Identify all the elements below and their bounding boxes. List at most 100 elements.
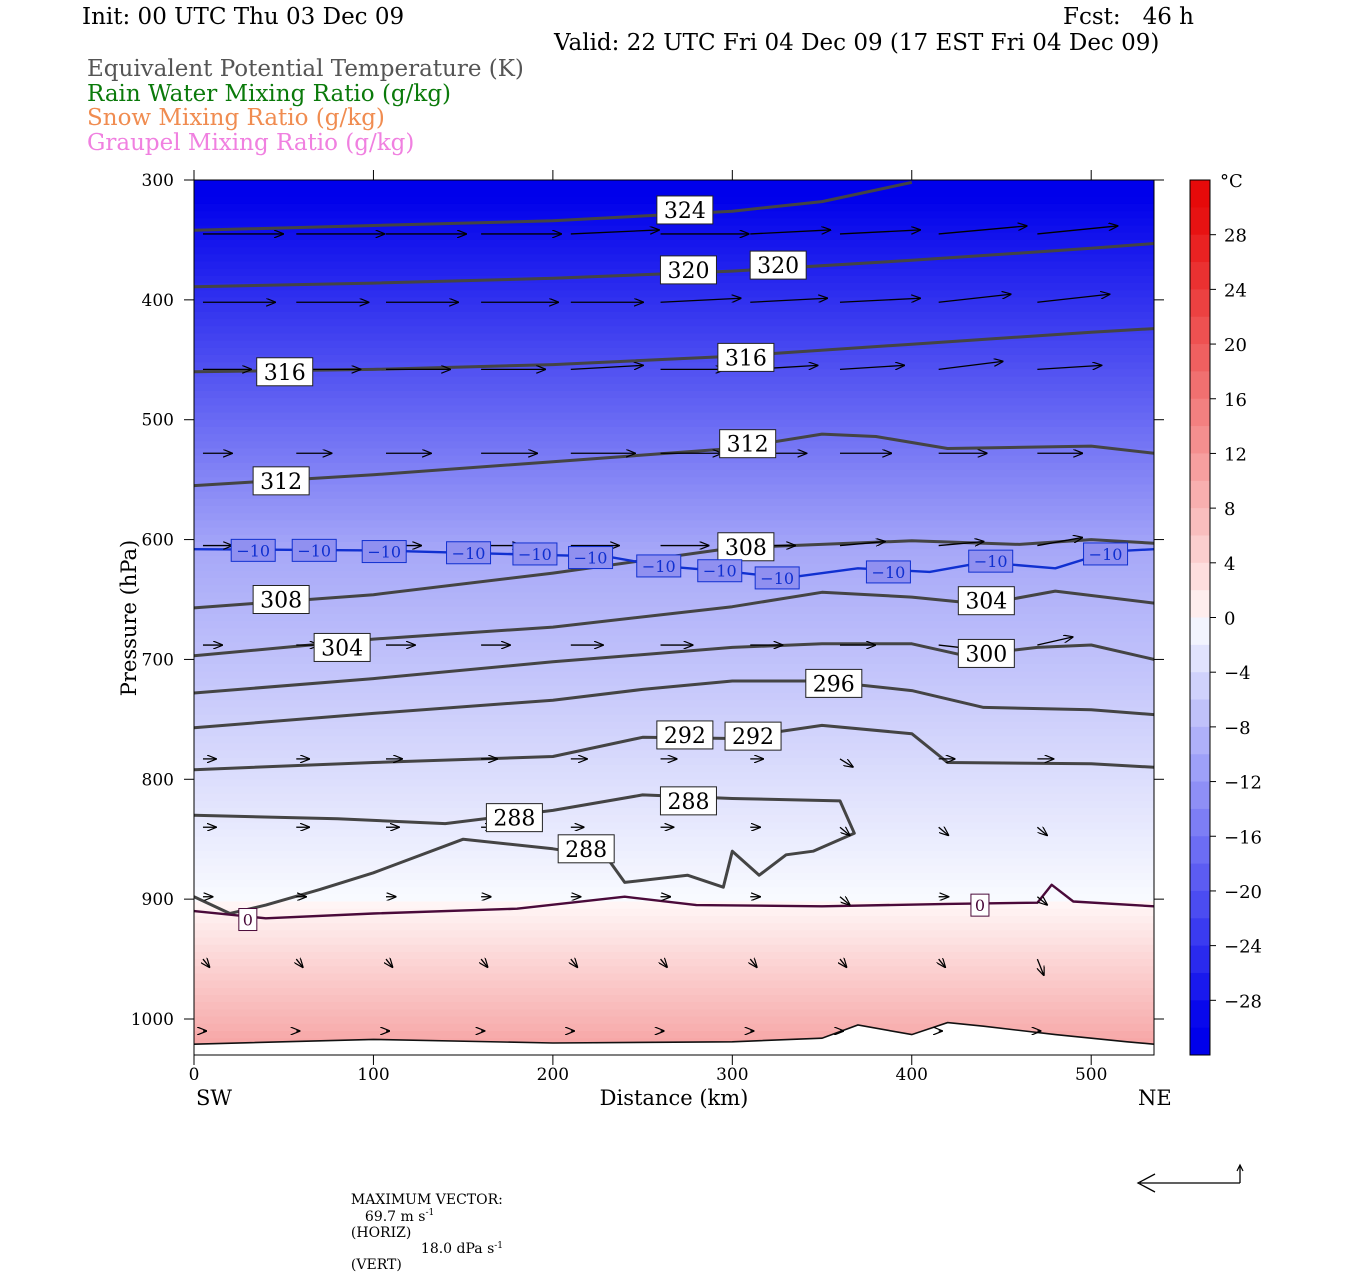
contour-label: 288 [565,838,607,863]
colorbar-segment [1190,890,1210,919]
colorbar-segment [1190,808,1210,837]
horiz-exp: -1 [425,1208,435,1218]
colorbar-segment [1190,426,1210,454]
contour-label-box [656,195,714,225]
temperature-label: −10 [367,543,401,562]
contour-label: 292 [732,725,774,750]
temperature-label: −10 [574,549,608,568]
contour-label: 300 [965,642,1007,667]
temperature-label: −10 [452,544,486,563]
contour-label-box [717,532,775,562]
temperature-band [194,915,1154,924]
temperature-label: −10 [760,569,794,588]
contour-label: 308 [725,536,767,561]
wind-arrow [750,230,830,235]
temperature-label: −10 [642,557,676,576]
wind-arrow [938,542,984,546]
horiz-tag: (HORIZ) [350,1224,412,1241]
y-tick-label: 700 [142,650,174,670]
temperature-band [194,966,1154,975]
vert-exp: -1 [494,1240,504,1251]
temperature-label-box [291,538,337,562]
wind-arrow [839,298,920,303]
colorbar-segment [1190,699,1210,728]
contour-label-box [252,466,310,496]
temperature-label-box [968,549,1014,573]
temperature-band [194,1023,1154,1032]
cross-section-chart: 324 320 320 316 316 312 312 308 308 304 304 300 296 2… [117,170,1262,1193]
wind-arrow [1037,637,1072,646]
valid-time-label: Valid: 22 UTC Fri 04 Dec 09 (17 EST Fri … [554,30,1160,56]
wind-arrow [839,827,850,835]
temperature-label-box [1083,542,1129,566]
contour-label-box [724,721,782,751]
theta-e-contour-304 [194,589,1154,658]
y-tick-label: 1000 [131,1010,174,1030]
legend-field-graupel: Graupel Mixing Ratio (g/kg) [87,130,415,156]
colorbar-segment [1190,453,1210,482]
legend-field-rain: Rain Water Mixing Ratio (g/kg) [87,81,452,107]
temperature-band [194,369,1154,378]
contour-label: 296 [813,672,855,697]
temperature-band [194,326,1154,335]
temperature-band [194,887,1154,895]
temperature-band [194,455,1154,464]
wind-arrow [660,298,741,303]
contour-label-box [805,668,863,698]
legend-field-theta-e: Equivalent Potential Temperature (K) [87,56,524,82]
colorbar-segment [1190,1027,1210,1056]
colorbar-segment [1190,398,1210,427]
y-tick-label: 800 [142,770,174,790]
temperature-band [194,592,1154,601]
contour-label: 292 [664,724,706,749]
horiz-value: 69.7 m s [364,1208,426,1225]
temperature-band [194,182,1154,191]
wind-arrow [750,298,827,303]
x-tick-label: 500 [1075,1065,1107,1085]
wind-arrow [661,959,667,967]
temperature-band [194,858,1154,867]
wind-arrow [1037,294,1109,303]
colorbar-tick-label: 20 [1224,335,1247,356]
temperature-band [194,383,1154,392]
temperature-label: 0 [975,896,985,915]
colorbar-segment [1190,617,1210,646]
wind-arrow [481,959,487,967]
temperature-label: −10 [297,541,331,560]
temperature-band [194,894,1154,903]
temperature-band [194,340,1154,349]
colorbar-tick-label: 12 [1224,444,1247,465]
colorbar-segment [1190,371,1210,400]
temperature-band [194,1002,1154,1011]
wind-arrow [1036,827,1047,835]
temperature-band [194,973,1154,982]
colorbar-tick-label: −24 [1224,937,1262,958]
temperature-band [194,822,1154,831]
temperature-band [194,700,1154,708]
temperature-band [194,908,1154,917]
wind-arrow [839,365,904,371]
max-vector-label: MAXIMUM VECTOR: [350,1192,503,1208]
temperature-band [194,462,1154,471]
y-tick-label: 600 [142,531,174,551]
temperature-band [194,347,1154,356]
temperature-band [194,1016,1154,1025]
contour-label-box [256,357,314,387]
contour-label-box [957,638,1015,668]
temperature-band [194,621,1154,629]
temperature-label-box [361,540,407,564]
temperature-band [194,419,1154,428]
wind-arrow [839,897,850,905]
temperature-label-box [512,542,558,566]
temperature-band [194,520,1154,529]
colorbar-segment [1190,316,1210,345]
temperature-band [194,232,1154,241]
colorbar-tick-label: 4 [1224,554,1235,575]
temperature-band [194,995,1154,1003]
surface-line [194,1021,1154,1045]
colorbar-tick-label: −8 [1224,718,1251,739]
y-axis-label: Pressure (hPa) [117,540,141,696]
x-tick-label: 400 [896,1065,928,1085]
temperature-band [194,1030,1154,1039]
contour-label-box [659,255,717,285]
